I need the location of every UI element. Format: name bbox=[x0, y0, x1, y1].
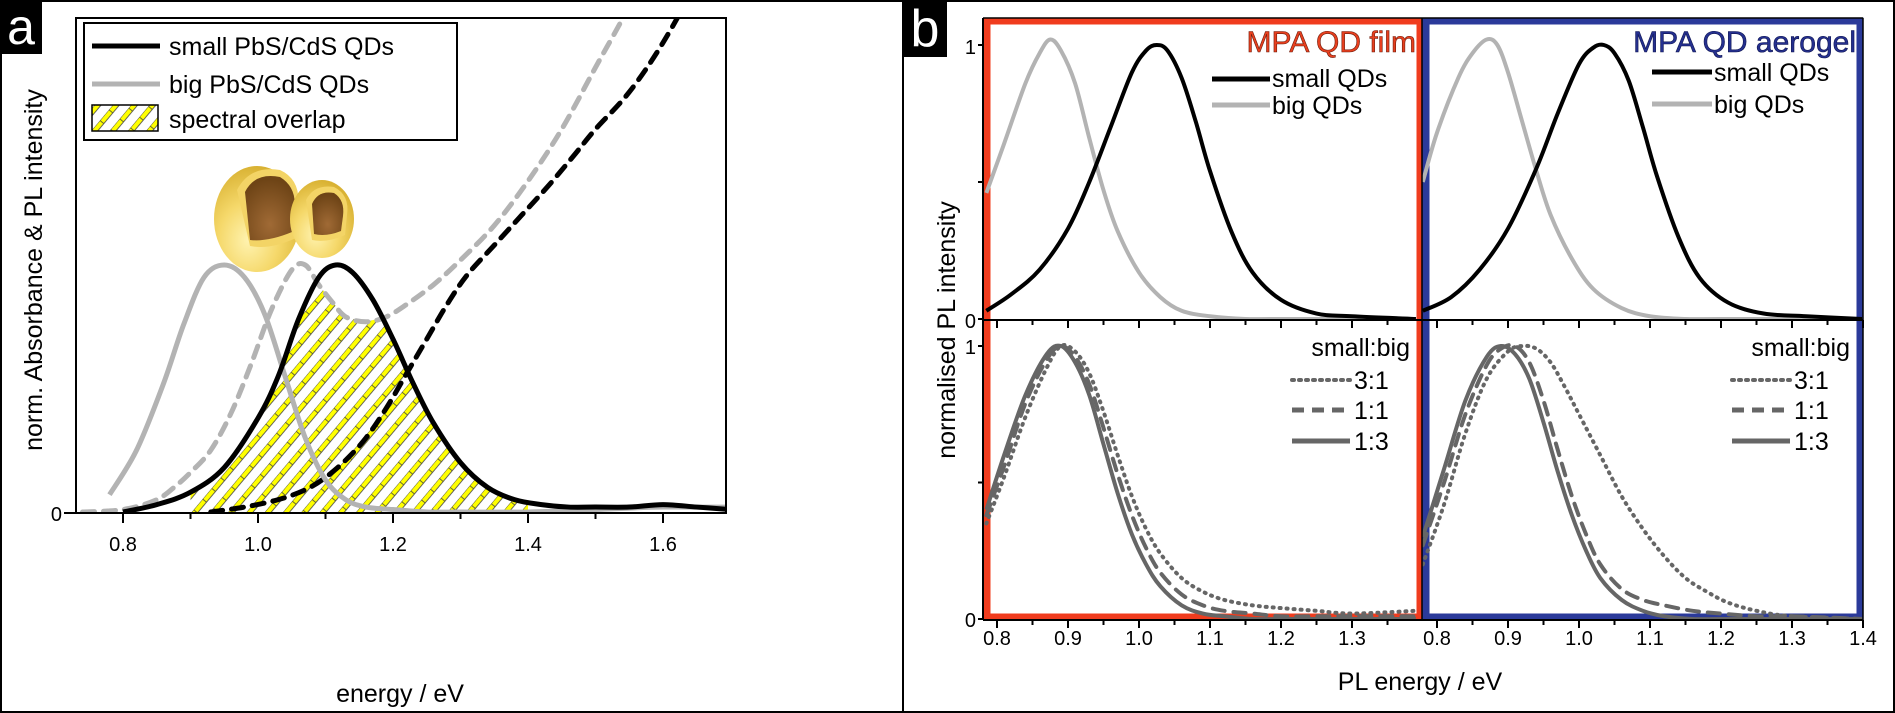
panel-b-x-tick-label: 0.9 bbox=[1054, 628, 1082, 650]
panel-a-x-tick-label: 1.2 bbox=[379, 534, 407, 556]
panel-a: a norm. Absorbance & PL intensity energy… bbox=[1, 0, 727, 708]
panel-b-x-tick-label: 1.0 bbox=[1565, 628, 1593, 650]
b-film-bottom-3-1-curve bbox=[984, 343, 1418, 616]
panel-b-x-tick-label: 1.1 bbox=[1196, 628, 1224, 650]
panel-a-label-bg bbox=[1, 1, 42, 54]
b-aerogel-bottom-1-1-curve bbox=[1422, 343, 1862, 620]
panel-b-x-tick-label: 1.3 bbox=[1338, 628, 1366, 650]
panel-a-x-tick-label: 1.0 bbox=[244, 534, 272, 556]
panel-b-x-tick-label: 1.4 bbox=[1849, 628, 1877, 650]
aerogel-bottom-legend: small:big 3:1 1:1 1:3 bbox=[1730, 334, 1850, 456]
panel-a-x-tick-label: 0.8 bbox=[109, 534, 137, 556]
legend-label-big-qds: big PbS/CdS QDs bbox=[169, 71, 369, 99]
panel-b-x-tick-label: 1.3 bbox=[1778, 628, 1806, 650]
b-film-bottom-1-3-curve bbox=[984, 343, 1416, 620]
panel-b-bottom-y-tick-1: 1 bbox=[965, 337, 976, 359]
panel-b-top-y-tick-0: 0 bbox=[965, 311, 976, 333]
panel-a-x-tick-label: 1.4 bbox=[514, 534, 542, 556]
big-pbs-cds-qds-absorbance-curve bbox=[80, 18, 626, 513]
legend-label-spectral-overlap: spectral overlap bbox=[169, 106, 345, 134]
panel-b-x-label: PL energy / eV bbox=[1338, 668, 1503, 696]
panel-a-x-label: energy / eV bbox=[336, 680, 464, 708]
legend-label-small-qds-aerogel: small QDs bbox=[1714, 59, 1829, 87]
panel-b-bottom-y-tick-0: 0 bbox=[965, 610, 976, 632]
small-pbs-cds-qds-pl-curve bbox=[122, 262, 726, 513]
legend-label-1-1-aerogel: 1:1 bbox=[1794, 397, 1829, 425]
legend-label-small-qds-film: small QDs bbox=[1272, 65, 1387, 93]
panel-a-label: a bbox=[7, 0, 35, 55]
b-aerogel-bottom-3-1-curve bbox=[1422, 343, 1862, 620]
panel-a-x-tick-label: 1.6 bbox=[649, 534, 677, 556]
film-top-legend: small QDs big QDs bbox=[1212, 65, 1387, 120]
legend-title-ratio-aerogel: small:big bbox=[1751, 334, 1850, 362]
b-aerogel-top-big-qds-curve bbox=[1422, 37, 1862, 320]
panel-b-x-tick-label: 0.9 bbox=[1494, 628, 1522, 650]
b-film-bottom-1-1-curve bbox=[984, 344, 1418, 619]
panel-b-x-tick-label: 1.0 bbox=[1125, 628, 1153, 650]
panel-b-x-tick-label: 0.8 bbox=[1423, 628, 1451, 650]
spectral-overlap-area bbox=[190, 284, 528, 512]
small-pbs-cds-qds-absorbance-curve bbox=[208, 18, 681, 513]
big-quantum-dot-illustration bbox=[214, 166, 300, 272]
panel-b-y-label: normalised PL intensity bbox=[933, 201, 961, 459]
big-pbs-cds-qds-pl-curve bbox=[107, 262, 726, 513]
panel-a-legend: small PbS/CdS QDs big PbS/CdS QDs spectr… bbox=[83, 22, 458, 141]
panel-a-plot-frame bbox=[75, 17, 727, 514]
legend-title-ratio-film: small:big bbox=[1311, 334, 1410, 362]
panel-b-x-tick-label: 1.2 bbox=[1267, 628, 1295, 650]
legend-label-small-qds: small PbS/CdS QDs bbox=[169, 33, 394, 61]
legend-label-1-1-film: 1:1 bbox=[1354, 397, 1389, 425]
b-film-top-small-qds-curve bbox=[985, 43, 1416, 320]
legend-swatch-spectral-overlap bbox=[91, 104, 159, 132]
panel-b-x-tick-label: 0.8 bbox=[983, 628, 1011, 650]
small-quantum-dot-illustration bbox=[290, 180, 354, 258]
aerogel-title: MPA QD aerogel bbox=[1633, 26, 1856, 59]
panel-b-top-y-tick-1: 1 bbox=[965, 37, 976, 59]
panel-b-x-tick-label: 1.1 bbox=[1636, 628, 1664, 650]
legend-label-3-1-film: 3:1 bbox=[1354, 367, 1389, 395]
panel-a-y-tick-0: 0 bbox=[51, 504, 62, 526]
legend-label-3-1-aerogel: 3:1 bbox=[1794, 367, 1829, 395]
legend-label-big-qds-film: big QDs bbox=[1272, 92, 1362, 120]
panel-b-label-bg bbox=[904, 1, 947, 57]
aerogel-top-legend: small QDs big QDs bbox=[1652, 59, 1829, 119]
film-title: MPA QD film bbox=[1247, 26, 1416, 59]
panel-b-x-tick-label: 1.2 bbox=[1707, 628, 1735, 650]
panel-b: b normalised PL intensity PL energy / eV… bbox=[904, 0, 1877, 696]
b-film-top-big-qds-curve bbox=[984, 37, 1416, 320]
legend-label-1-3-film: 1:3 bbox=[1354, 428, 1389, 456]
b-aerogel-top-small-qds-curve bbox=[1422, 42, 1862, 320]
legend-label-big-qds-aerogel: big QDs bbox=[1714, 91, 1804, 119]
panel-b-label: b bbox=[911, 0, 940, 58]
film-bottom-legend: small:big 3:1 1:1 1:3 bbox=[1290, 334, 1410, 456]
panel-a-y-label: norm. Absorbance & PL intensity bbox=[20, 89, 48, 451]
legend-label-1-3-aerogel: 1:3 bbox=[1794, 428, 1829, 456]
